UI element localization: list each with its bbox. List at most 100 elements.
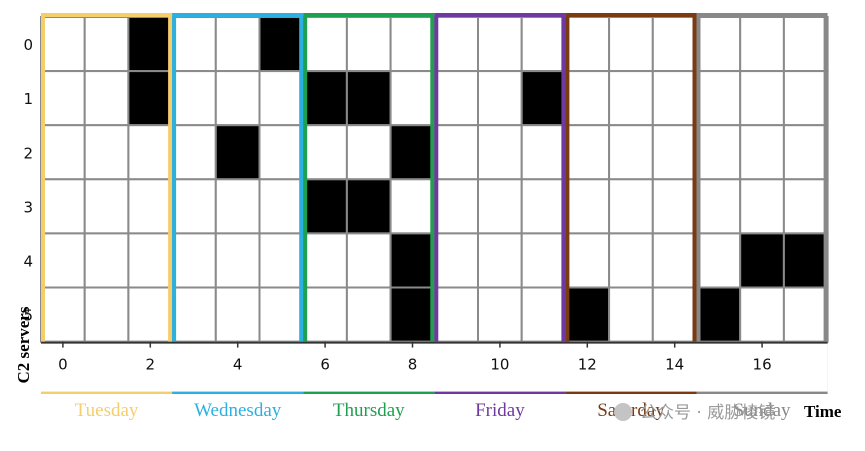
empty-cell bbox=[302, 286, 348, 343]
empty-cell bbox=[608, 232, 654, 289]
empty-cell bbox=[433, 16, 479, 73]
x-axis-label: Time bbox=[804, 402, 842, 421]
day-label-sunday: Sunday bbox=[734, 400, 792, 421]
y-axis: 0 1 2 3 4 5 bbox=[23, 36, 33, 325]
empty-cell bbox=[782, 286, 829, 343]
y-tick-label: 4 bbox=[23, 253, 33, 271]
empty-cell bbox=[345, 124, 392, 181]
empty-cell bbox=[520, 124, 567, 181]
empty-cell bbox=[389, 16, 436, 73]
x-tick-label: 4 bbox=[233, 356, 243, 374]
empty-cell bbox=[83, 70, 130, 127]
empty-cell bbox=[258, 178, 305, 235]
empty-cell bbox=[739, 16, 785, 73]
empty-cell bbox=[127, 286, 174, 343]
empty-cell bbox=[477, 124, 523, 181]
active-cell bbox=[127, 70, 174, 127]
active-cell bbox=[739, 232, 785, 289]
empty-cell bbox=[40, 70, 86, 127]
empty-cell bbox=[564, 232, 611, 289]
empty-cell bbox=[433, 124, 479, 181]
empty-cell bbox=[171, 70, 217, 127]
empty-cell bbox=[477, 232, 523, 289]
empty-cell bbox=[651, 178, 698, 235]
empty-cell bbox=[477, 178, 523, 235]
active-cell bbox=[345, 178, 392, 235]
empty-cell bbox=[564, 70, 611, 127]
empty-cell bbox=[477, 70, 523, 127]
empty-cell bbox=[40, 232, 86, 289]
x-axis-area bbox=[41, 341, 828, 392]
y-tick-label: 3 bbox=[23, 198, 33, 216]
empty-cell bbox=[651, 232, 698, 289]
active-cell bbox=[214, 124, 261, 181]
empty-cell bbox=[345, 232, 392, 289]
empty-cell bbox=[782, 178, 829, 235]
day-frame-sunday bbox=[696, 13, 828, 394]
y-tick-label: 5 bbox=[23, 307, 33, 325]
empty-cell bbox=[258, 124, 305, 181]
empty-cell bbox=[564, 124, 611, 181]
active-cell bbox=[258, 16, 305, 73]
empty-cell bbox=[83, 124, 130, 181]
empty-cell bbox=[171, 286, 217, 343]
empty-cell bbox=[214, 16, 261, 73]
x-tick-label: 6 bbox=[320, 356, 330, 374]
empty-cell bbox=[695, 16, 742, 73]
x-tick-label: 12 bbox=[578, 356, 597, 374]
empty-cell bbox=[564, 16, 611, 73]
active-cell bbox=[695, 286, 742, 343]
empty-cell bbox=[214, 286, 261, 343]
empty-cell bbox=[739, 124, 785, 181]
empty-cell bbox=[564, 178, 611, 235]
y-tick-label: 2 bbox=[23, 144, 33, 162]
empty-cell bbox=[608, 124, 654, 181]
empty-cell bbox=[40, 16, 86, 73]
x-axis: 0 2 4 6 8 10 12 14 16 bbox=[41, 341, 828, 392]
y-axis-label: C2 servers bbox=[14, 306, 33, 383]
watermark: 公众号 · 威胁棱镜 bbox=[614, 403, 775, 423]
empty-cell bbox=[83, 286, 130, 343]
empty-cell bbox=[258, 286, 305, 343]
x-tick-label: 16 bbox=[753, 356, 772, 374]
empty-cell bbox=[608, 70, 654, 127]
empty-cell bbox=[695, 178, 742, 235]
day-frame-thursday bbox=[303, 13, 435, 394]
empty-cell bbox=[433, 232, 479, 289]
empty-cell bbox=[695, 124, 742, 181]
x-tick-label: 8 bbox=[408, 356, 418, 374]
day-label-thursday: Thursday bbox=[333, 400, 405, 421]
empty-cell bbox=[433, 286, 479, 343]
active-cell bbox=[302, 178, 348, 235]
active-cell bbox=[345, 70, 392, 127]
empty-cell bbox=[83, 178, 130, 235]
empty-cell bbox=[40, 178, 86, 235]
empty-cell bbox=[40, 124, 86, 181]
empty-cell bbox=[477, 286, 523, 343]
empty-cell bbox=[389, 70, 436, 127]
empty-cell bbox=[651, 286, 698, 343]
x-tick-label: 2 bbox=[146, 356, 156, 374]
empty-cell bbox=[83, 232, 130, 289]
active-cell bbox=[782, 232, 829, 289]
x-tick-label: 10 bbox=[490, 356, 509, 374]
empty-cell bbox=[520, 286, 567, 343]
day-frame-saturday bbox=[565, 13, 697, 394]
day-frame-wednesday bbox=[172, 13, 304, 394]
empty-cell bbox=[40, 286, 86, 343]
day-label-friday: Friday bbox=[475, 400, 525, 421]
empty-cell bbox=[214, 232, 261, 289]
active-cell bbox=[564, 286, 611, 343]
empty-cell bbox=[520, 178, 567, 235]
grid-cells bbox=[40, 16, 829, 343]
empty-cell bbox=[171, 232, 217, 289]
empty-cell bbox=[608, 286, 654, 343]
y-tick-label: 0 bbox=[23, 36, 33, 54]
day-frame-friday bbox=[434, 13, 566, 394]
day-frame-tuesday bbox=[41, 13, 173, 394]
active-cell bbox=[302, 70, 348, 127]
empty-cell bbox=[651, 70, 698, 127]
empty-cell bbox=[171, 178, 217, 235]
empty-cell bbox=[258, 232, 305, 289]
empty-cell bbox=[608, 16, 654, 73]
